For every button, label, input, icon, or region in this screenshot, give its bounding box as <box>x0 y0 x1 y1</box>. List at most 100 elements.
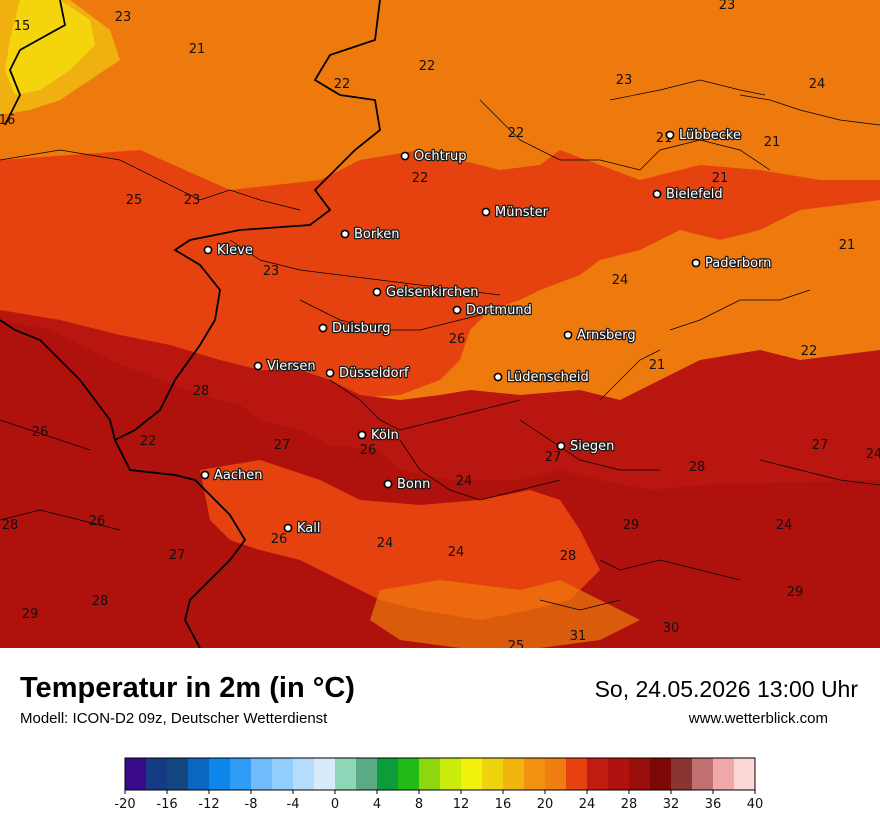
legend-tick-label: 32 <box>663 797 680 812</box>
temperature-value: 22 <box>412 171 429 186</box>
city-duisburg: Duisburg <box>318 320 392 337</box>
city-bielefeld: Bielefeld <box>652 186 724 203</box>
legend-tick-label: 36 <box>705 797 722 812</box>
temperature-value: 21 <box>712 171 729 186</box>
city-marker <box>493 372 503 382</box>
legend-swatch <box>272 758 294 790</box>
model-info: Modell: ICON-D2 09z, Deutscher Wetterdie… <box>20 710 328 727</box>
temperature-value: 25 <box>508 639 525 648</box>
legend-tick-label: -20 <box>114 797 135 812</box>
city-marker <box>665 130 675 140</box>
city-marker <box>340 229 350 239</box>
city-label: Viersen <box>267 359 316 374</box>
temperature-value: 31 <box>570 629 587 644</box>
legend-tick-label: 28 <box>621 797 638 812</box>
city-label: Bielefeld <box>666 187 723 202</box>
legend-swatch <box>608 758 630 790</box>
temperature-value: 28 <box>2 518 19 533</box>
city-marker <box>203 245 213 255</box>
forecast-datetime: So, 24.05.2026 13:00 Uhr <box>594 676 858 702</box>
city-label: Dortmund <box>466 303 532 318</box>
city-marker <box>691 258 701 268</box>
legend-swatch <box>734 758 756 790</box>
city-label: Ochtrup <box>414 149 467 164</box>
city-marker <box>481 207 491 217</box>
temperature-value: 30 <box>663 621 680 636</box>
city-marker <box>200 470 210 480</box>
temperature-value: 24 <box>866 447 880 462</box>
temperature-value: 21 <box>764 135 781 150</box>
legend-swatch <box>251 758 273 790</box>
legend-tick-label: 40 <box>747 797 764 812</box>
color-legend: -20 -16 -12 -8 -4 0 4 8 12 16 20 24 28 32 36 40 <box>114 757 764 812</box>
temperature-value: 23 <box>184 193 201 208</box>
website-link[interactable]: www.wetterblick.com <box>688 710 828 727</box>
city-marker <box>325 368 335 378</box>
legend-tick-label: 16 <box>495 797 512 812</box>
temperature-value: 21 <box>189 42 206 57</box>
legend-swatches <box>124 757 756 791</box>
city-marker <box>253 361 263 371</box>
temperature-fill <box>0 0 880 648</box>
city-arnsberg: Arnsberg <box>563 327 637 344</box>
city-label: Kall <box>297 521 321 536</box>
legend-swatch <box>566 758 588 790</box>
city-label: Münster <box>495 205 549 220</box>
temperature-value: 28 <box>193 384 210 399</box>
borders <box>0 0 381 648</box>
legend-tick-label: 8 <box>415 797 423 812</box>
temperature-value: 23 <box>263 264 280 279</box>
temperature-value: 24 <box>448 545 465 560</box>
city-label: Bonn <box>397 477 430 492</box>
legend-swatch <box>545 758 567 790</box>
city-labels: Ochtrup Lübbecke Bielefeld Münster Borken Kle… <box>200 127 773 537</box>
legend-tick-label: -4 <box>287 797 300 812</box>
temperature-value: 24 <box>809 77 826 92</box>
temperature-value: 27 <box>545 450 562 465</box>
temperature-value: 21 <box>649 358 666 373</box>
legend-swatch <box>188 758 210 790</box>
legend-tick-label: -16 <box>156 797 177 812</box>
city-marker <box>652 189 662 199</box>
legend-swatch <box>524 758 546 790</box>
legend-swatch <box>167 758 189 790</box>
temperature-value: 28 <box>92 594 109 609</box>
city-köln: Köln <box>357 427 400 444</box>
legend-tick-label: 4 <box>373 797 381 812</box>
temperature-value: 24 <box>377 536 394 551</box>
city-marker <box>318 323 328 333</box>
legend-swatch <box>230 758 252 790</box>
legend-swatch <box>146 758 168 790</box>
temperature-value: 25 <box>126 193 143 208</box>
temperature-value: 26 <box>271 532 288 547</box>
city-gelsenkirchen: Gelsenkirchen <box>372 284 480 301</box>
legend-swatch <box>503 758 525 790</box>
legend-swatch <box>377 758 399 790</box>
legend-swatch <box>440 758 462 790</box>
city-viersen: Viersen <box>253 358 317 375</box>
city-label: Borken <box>354 227 400 242</box>
legend-swatch <box>419 758 441 790</box>
legend-tick-label: 20 <box>537 797 554 812</box>
city-marker <box>383 479 393 489</box>
legend-tick-label: -12 <box>198 797 219 812</box>
temperature-value: 22 <box>801 344 818 359</box>
legend-swatch <box>713 758 735 790</box>
temperature-value: 22 <box>140 434 157 449</box>
city-düsseldorf: Düsseldorf <box>325 365 410 382</box>
city-marker <box>372 287 382 297</box>
city-label: Lübbecke <box>679 128 741 143</box>
city-label: Aachen <box>214 468 262 483</box>
temperature-value: 24 <box>456 474 473 489</box>
temperature-value: 29 <box>787 585 804 600</box>
city-ochtrup: Ochtrup <box>400 148 468 165</box>
district-boundaries <box>0 79 880 611</box>
temperature-value: 22 <box>334 77 351 92</box>
city-label: Siegen <box>570 439 614 454</box>
city-bonn: Bonn <box>383 476 432 493</box>
temperature-value: 27 <box>169 548 186 563</box>
value-labels: 15 23 21 22 22 23 23 24 16 22 21 21 22 21 25 23 21 23 24 26… <box>0 0 880 648</box>
city-kleve: Kleve <box>203 242 254 259</box>
legend-swatch <box>671 758 693 790</box>
city-label: Paderborn <box>705 256 771 271</box>
